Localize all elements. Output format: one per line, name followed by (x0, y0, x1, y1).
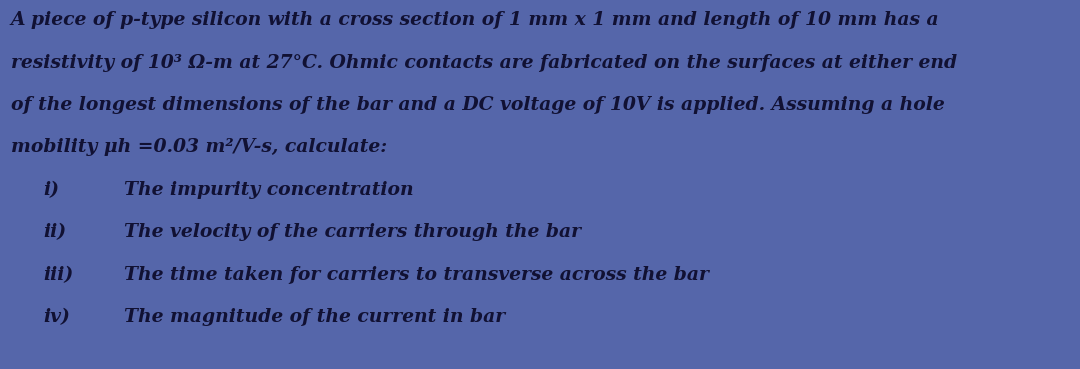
Text: ii): ii) (43, 223, 66, 241)
Text: i): i) (43, 181, 59, 199)
Text: The impurity concentration: The impurity concentration (124, 181, 414, 199)
Text: resistivity of 10³ Ω-m at 27°C. Ohmic contacts are fabricated on the surfaces at: resistivity of 10³ Ω-m at 27°C. Ohmic co… (11, 54, 957, 72)
Text: The velocity of the carriers through the bar: The velocity of the carriers through the… (124, 223, 581, 241)
Text: The magnitude of the current in bar: The magnitude of the current in bar (124, 308, 505, 326)
Text: iii): iii) (43, 266, 73, 284)
Text: mobility μh =0.03 m²/V-s, calculate:: mobility μh =0.03 m²/V-s, calculate: (11, 138, 387, 156)
Text: A piece of p-type silicon with a cross section of 1 mm x 1 mm and length of 10 m: A piece of p-type silicon with a cross s… (11, 11, 940, 29)
Text: The time taken for carriers to transverse across the bar: The time taken for carriers to transvers… (124, 266, 710, 284)
Text: of the longest dimensions of the bar and a DC voltage of 10V is applied. Assumin: of the longest dimensions of the bar and… (11, 96, 945, 114)
Text: iv): iv) (43, 308, 70, 326)
